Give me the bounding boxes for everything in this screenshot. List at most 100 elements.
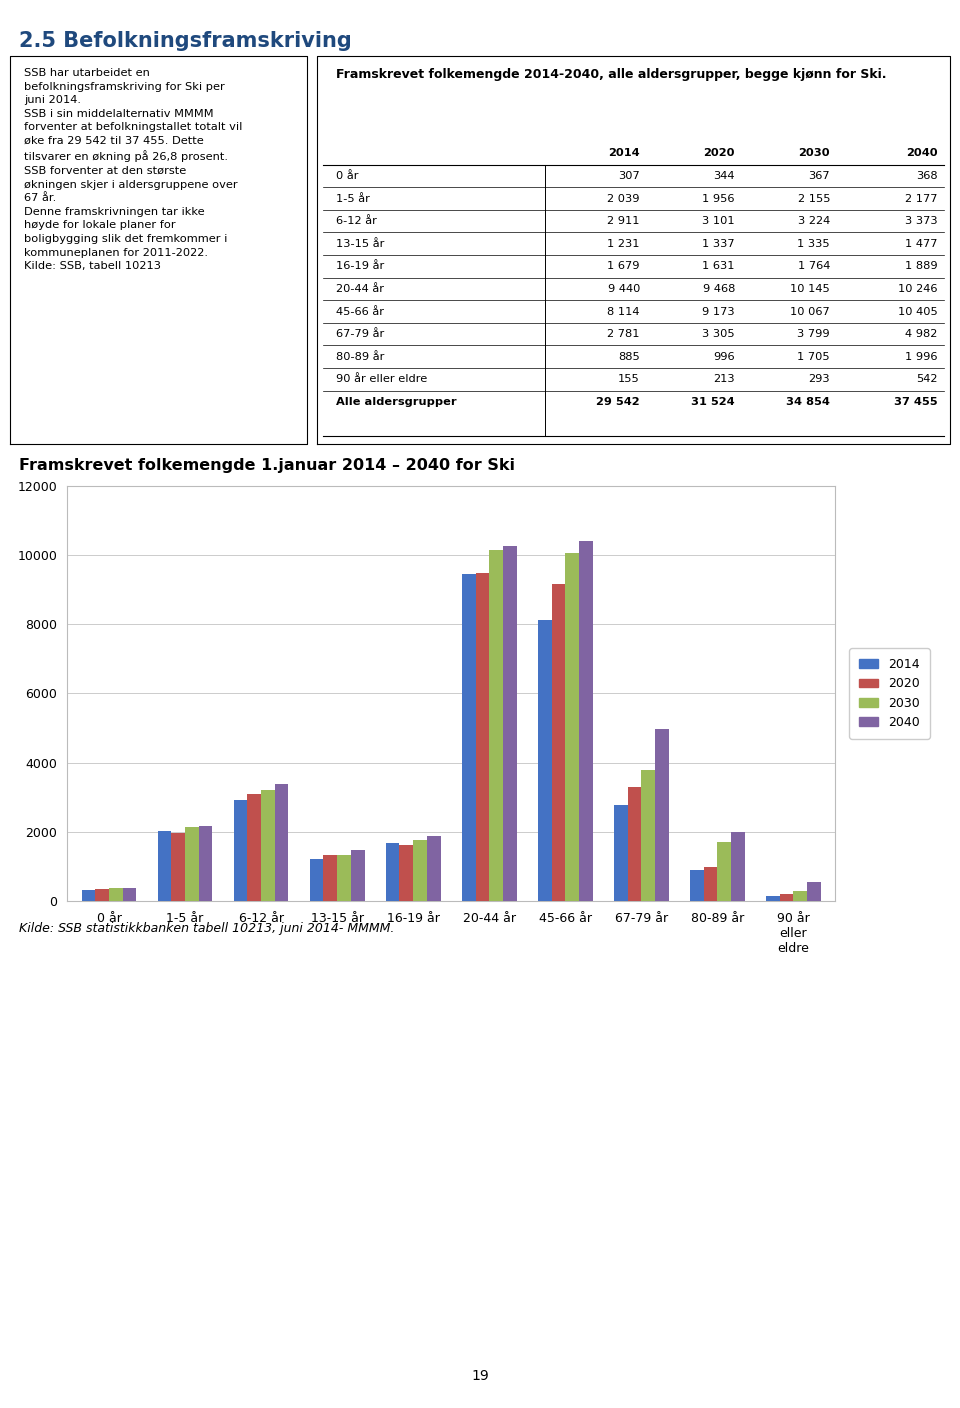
Text: 1 996: 1 996 bbox=[905, 352, 938, 362]
Bar bbox=[233, 800, 248, 901]
Text: 45-66 år: 45-66 år bbox=[336, 307, 384, 317]
Text: 9 468: 9 468 bbox=[703, 284, 735, 294]
Bar bbox=[614, 805, 628, 901]
Bar bbox=[310, 859, 324, 901]
Bar bbox=[717, 842, 731, 901]
Text: 10 145: 10 145 bbox=[790, 284, 830, 294]
Text: Framskrevet folkemengde 2014-2040, alle aldersgrupper, begge kjønn for Ski.: Framskrevet folkemengde 2014-2040, alle … bbox=[336, 68, 886, 80]
Text: 3 373: 3 373 bbox=[905, 217, 938, 227]
Bar bbox=[413, 841, 427, 901]
Text: 1-5 år: 1-5 år bbox=[336, 194, 370, 204]
Bar bbox=[490, 551, 503, 901]
Text: Kilde: SSB statistikkbanken tabell 10213, juni 2014- MMMM.: Kilde: SSB statistikkbanken tabell 10213… bbox=[19, 922, 395, 935]
Bar bbox=[565, 553, 579, 901]
Text: 2 039: 2 039 bbox=[608, 194, 640, 204]
Bar bbox=[807, 883, 821, 901]
Text: 13-15 år: 13-15 år bbox=[336, 239, 384, 249]
Text: 2 155: 2 155 bbox=[798, 194, 830, 204]
Bar bbox=[399, 845, 413, 901]
Text: 293: 293 bbox=[808, 375, 830, 384]
Text: 2040: 2040 bbox=[906, 148, 938, 159]
Text: 542: 542 bbox=[916, 375, 938, 384]
Legend: 2014, 2020, 2030, 2040: 2014, 2020, 2030, 2040 bbox=[850, 648, 929, 739]
Bar bbox=[503, 546, 516, 901]
Text: SSB har utarbeidet en
befolkningsframskriving for Ski per
juni 2014.
SSB i sin m: SSB har utarbeidet en befolkningsframskr… bbox=[24, 68, 243, 272]
Text: 2 911: 2 911 bbox=[608, 217, 640, 227]
Text: 4 982: 4 982 bbox=[905, 329, 938, 339]
Bar bbox=[261, 790, 275, 901]
Text: 1 764: 1 764 bbox=[798, 262, 830, 272]
Bar bbox=[324, 855, 337, 901]
Text: 368: 368 bbox=[916, 170, 938, 182]
Text: 367: 367 bbox=[808, 170, 830, 182]
Text: 1 705: 1 705 bbox=[798, 352, 830, 362]
Bar bbox=[766, 895, 780, 901]
Text: 1 956: 1 956 bbox=[703, 194, 735, 204]
Text: 1 477: 1 477 bbox=[905, 239, 938, 249]
Bar bbox=[82, 890, 95, 901]
Text: 344: 344 bbox=[713, 170, 735, 182]
Bar bbox=[538, 621, 552, 901]
Text: 90 år eller eldre: 90 år eller eldre bbox=[336, 375, 427, 384]
Bar bbox=[475, 573, 490, 901]
Bar bbox=[95, 890, 109, 901]
Text: 37 455: 37 455 bbox=[894, 397, 938, 407]
Text: 34 854: 34 854 bbox=[786, 397, 830, 407]
Text: 1 335: 1 335 bbox=[798, 239, 830, 249]
Text: 1 337: 1 337 bbox=[703, 239, 735, 249]
Text: 3 799: 3 799 bbox=[798, 329, 830, 339]
Bar bbox=[386, 843, 399, 901]
Text: 29 542: 29 542 bbox=[596, 397, 640, 407]
Bar bbox=[185, 826, 199, 901]
Text: 2030: 2030 bbox=[799, 148, 830, 159]
Text: 16-19 år: 16-19 år bbox=[336, 262, 384, 272]
Bar bbox=[123, 888, 136, 901]
Text: 885: 885 bbox=[618, 352, 640, 362]
Text: 155: 155 bbox=[618, 375, 640, 384]
Text: 2.5 Befolkningsframskriving: 2.5 Befolkningsframskriving bbox=[19, 31, 352, 51]
Bar bbox=[427, 836, 441, 901]
Text: 9 173: 9 173 bbox=[703, 307, 735, 317]
Text: 1 679: 1 679 bbox=[608, 262, 640, 272]
Text: 3 101: 3 101 bbox=[703, 217, 735, 227]
Bar bbox=[579, 541, 592, 901]
Bar bbox=[109, 888, 123, 901]
Text: 10 067: 10 067 bbox=[790, 307, 830, 317]
Bar bbox=[704, 867, 717, 901]
Text: 19: 19 bbox=[471, 1369, 489, 1383]
Text: 2020: 2020 bbox=[704, 148, 735, 159]
Bar bbox=[248, 794, 261, 901]
Text: 3 305: 3 305 bbox=[703, 329, 735, 339]
Text: 1 631: 1 631 bbox=[703, 262, 735, 272]
Bar bbox=[641, 770, 655, 901]
Bar bbox=[275, 784, 288, 901]
Text: 0 år: 0 år bbox=[336, 170, 358, 182]
Bar bbox=[552, 583, 565, 901]
Text: Alle aldersgrupper: Alle aldersgrupper bbox=[336, 397, 456, 407]
Text: 3 224: 3 224 bbox=[798, 217, 830, 227]
Bar bbox=[462, 574, 475, 901]
Bar bbox=[172, 834, 185, 901]
Text: 2 781: 2 781 bbox=[608, 329, 640, 339]
Bar bbox=[199, 825, 212, 901]
Text: 1 231: 1 231 bbox=[608, 239, 640, 249]
Text: 20-44 år: 20-44 år bbox=[336, 284, 384, 294]
Bar bbox=[690, 870, 704, 901]
Bar bbox=[157, 831, 172, 901]
Bar bbox=[731, 832, 745, 901]
Text: Framskrevet folkemengde 1.januar 2014 – 2040 for Ski: Framskrevet folkemengde 1.januar 2014 – … bbox=[19, 458, 516, 473]
Text: 213: 213 bbox=[713, 375, 735, 384]
Text: 307: 307 bbox=[618, 170, 640, 182]
Text: 2 177: 2 177 bbox=[905, 194, 938, 204]
Bar bbox=[780, 894, 793, 901]
Text: 1 889: 1 889 bbox=[905, 262, 938, 272]
Text: 6-12 år: 6-12 år bbox=[336, 217, 376, 227]
Text: 8 114: 8 114 bbox=[608, 307, 640, 317]
Bar bbox=[350, 850, 365, 901]
Bar bbox=[655, 729, 669, 901]
Text: 10 246: 10 246 bbox=[899, 284, 938, 294]
Bar bbox=[628, 787, 641, 901]
Bar bbox=[337, 855, 350, 901]
Text: 31 524: 31 524 bbox=[691, 397, 735, 407]
Text: 80-89 år: 80-89 år bbox=[336, 352, 384, 362]
